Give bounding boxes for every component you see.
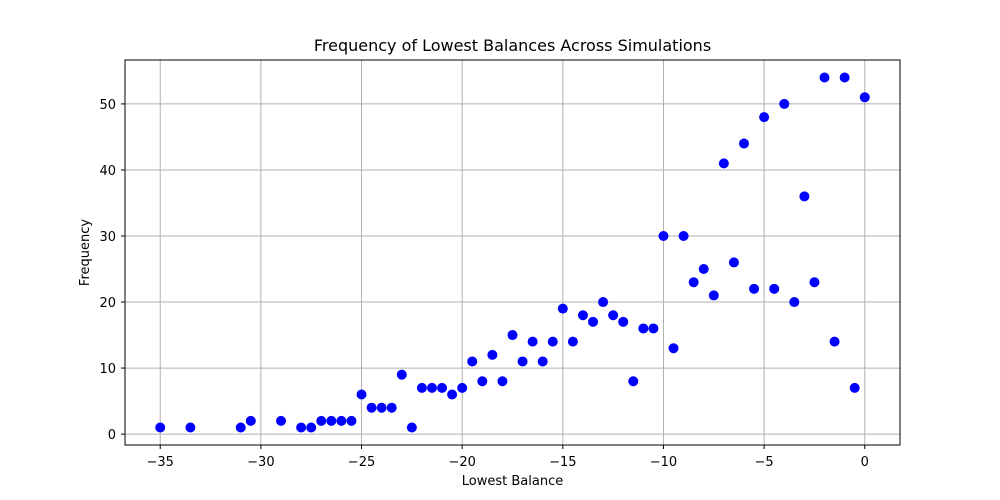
data-point [859,92,870,103]
data-point [477,376,488,387]
data-point [517,356,528,367]
data-point [678,230,689,241]
data-point [437,382,448,393]
data-point [829,336,840,347]
x-tick-label: 0 [861,455,869,470]
data-point [245,415,256,426]
x-tick-label: −5 [755,455,774,470]
data-point [296,422,307,433]
data-point [155,422,166,433]
x-tick-label: −10 [650,455,677,470]
data-point [497,376,508,387]
data-point [728,257,739,268]
data-point [467,356,478,367]
data-points [155,72,870,433]
data-point [326,415,337,426]
data-point [708,290,719,301]
data-point [537,356,548,367]
data-point [819,72,830,83]
data-point [598,297,609,308]
data-point [749,283,760,294]
x-tick-label: −20 [448,455,475,470]
data-point [356,389,367,400]
data-point [618,316,629,327]
data-point [386,402,397,413]
y-tick-label: 30 [99,230,116,245]
data-point [588,316,599,327]
data-point [557,303,568,314]
data-point [638,323,649,334]
data-point [276,415,287,426]
data-point [376,402,387,413]
data-point [235,422,246,433]
data-point [487,349,498,360]
data-point [769,283,780,294]
data-point [547,336,558,347]
data-point [799,191,810,202]
x-axis-ticks: −35 −30 −25 −20 −15 −10 −5 0 [147,445,869,470]
data-point [668,343,679,354]
x-tick-label: −30 [247,455,274,470]
data-point [738,138,749,149]
data-point [759,112,770,123]
y-tick-label: 10 [99,362,116,377]
data-point [316,415,327,426]
data-point [447,389,458,400]
x-tick-label: −25 [348,455,375,470]
data-point [839,72,850,83]
data-point [628,376,639,387]
data-point [648,323,659,334]
data-point [809,277,820,288]
data-point [396,369,407,380]
y-tick-label: 20 [99,296,116,311]
y-axis-label: Frequency [78,219,93,286]
data-point [688,277,699,288]
data-point [779,98,790,109]
data-point [366,402,377,413]
data-point [698,264,709,275]
data-point [789,297,800,308]
y-tick-label: 50 [99,98,116,113]
data-point [507,330,518,341]
data-point [718,158,729,169]
data-point [416,382,427,393]
x-tick-label: −35 [147,455,174,470]
data-point [306,422,317,433]
data-point [567,336,578,347]
data-point [849,382,860,393]
plot-frame [124,59,901,446]
x-tick-label: −15 [549,455,576,470]
x-axis-label: Lowest Balance [462,474,563,489]
data-point [608,310,619,321]
y-tick-label: 40 [99,164,116,179]
y-axis-ticks: 0 10 20 30 40 50 [99,98,125,443]
y-tick-label: 0 [108,428,116,443]
chart-title: Frequency of Lowest Balances Across Simu… [314,36,711,55]
data-point [185,422,196,433]
data-point [336,415,347,426]
data-point [577,310,588,321]
data-point [346,415,357,426]
data-point [658,230,669,241]
data-point [457,382,468,393]
data-point [426,382,437,393]
data-point [406,422,417,433]
data-point [527,336,538,347]
grid [125,60,900,445]
